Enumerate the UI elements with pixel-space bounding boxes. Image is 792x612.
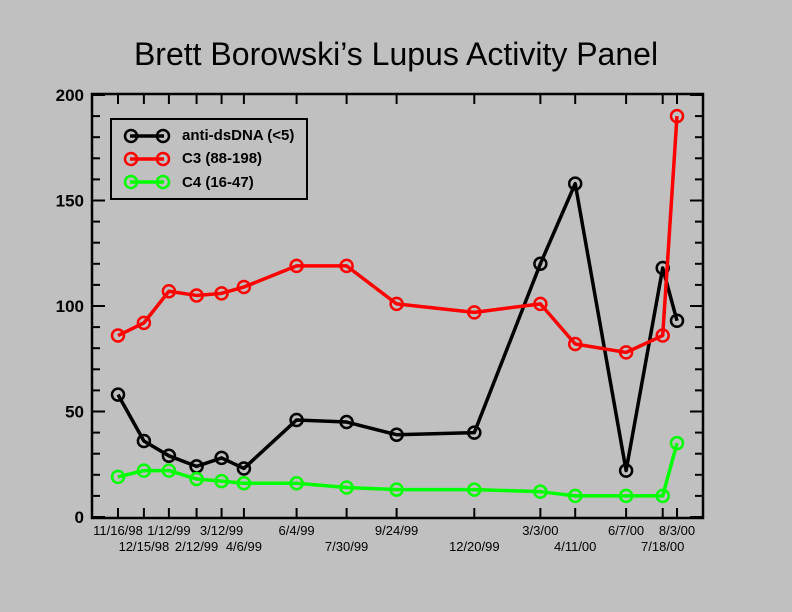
legend-label: anti-dsDNA (<5)	[182, 127, 295, 145]
data-point-marker	[136, 433, 152, 449]
x-axis-label: 7/18/00	[641, 539, 684, 554]
x-axis-label: 7/30/99	[325, 539, 368, 554]
data-point-marker	[467, 425, 482, 440]
data-point-marker	[289, 475, 304, 491]
data-point-marker	[655, 328, 670, 343]
legend-item-c4: C4 (16-47)	[122, 171, 306, 193]
data-point-marker	[618, 345, 634, 360]
legend-marker-icon	[123, 151, 171, 167]
legend-box: anti-dsDNA (<5) C3 (88-198) C4 (16-47)	[110, 118, 308, 200]
x-axis-label: 12/15/98	[119, 539, 170, 554]
legend-label: C3 (88-198)	[182, 150, 263, 168]
legend-label: C4 (16-47)	[182, 173, 254, 191]
data-point-marker	[236, 279, 252, 295]
x-axis-label: 4/11/00	[554, 539, 596, 554]
chart-title: Brett Borowski’s Lupus Activity Panel	[133, 36, 659, 72]
x-axis-label: 4/6/99	[226, 539, 262, 554]
data-point-marker	[214, 473, 229, 489]
legend-marker-shape	[155, 151, 171, 167]
x-axis-label: 12/20/99	[449, 539, 500, 554]
data-point-marker	[289, 258, 304, 274]
series-line-anti-dsdna	[116, 181, 679, 473]
data-point-marker	[669, 435, 685, 451]
data-point-marker	[467, 305, 482, 320]
data-point-marker	[567, 336, 583, 352]
data-point-marker	[289, 412, 304, 428]
data-point-marker	[189, 288, 204, 303]
data-point-marker	[533, 484, 548, 499]
data-point-marker	[669, 108, 685, 124]
legend-marker-shape	[123, 175, 139, 190]
data-point-marker	[567, 176, 583, 191]
legend-marker-icon	[123, 175, 171, 190]
x-axis-label: 3/12/99	[200, 523, 243, 538]
data-point-marker	[136, 315, 152, 331]
legend-marker-shape	[123, 128, 139, 143]
data-point-marker	[339, 258, 354, 274]
legend-marker-icon	[123, 128, 171, 143]
series-line-c3	[117, 115, 679, 355]
legend-item-anti-dsdna: anti-dsDNA (<5)	[122, 125, 306, 147]
data-point-marker	[618, 488, 634, 504]
data-point-marker	[389, 482, 404, 497]
y-axis-label: 0	[75, 508, 84, 527]
series-line-c4	[117, 442, 679, 498]
data-point-marker	[618, 463, 634, 478]
data-point-marker	[339, 480, 354, 495]
y-axis-label: 200	[56, 86, 84, 105]
data-point-marker	[533, 256, 548, 272]
data-point-marker	[161, 283, 177, 299]
data-point-marker	[214, 450, 229, 466]
x-axis-label: 11/16/98	[93, 523, 143, 538]
data-point-marker	[389, 427, 404, 442]
data-point-marker	[136, 463, 152, 478]
data-point-marker	[389, 296, 404, 312]
x-axis-label: 6/7/00	[608, 523, 644, 538]
y-axis-label: 150	[56, 192, 84, 211]
x-axis-label: 6/4/99	[279, 523, 315, 538]
x-axis-label: 9/24/99	[375, 523, 418, 538]
x-axis-label: 8/3/00	[659, 523, 695, 538]
y-axis-label: 100	[56, 297, 84, 316]
data-point-marker	[236, 461, 252, 476]
x-axis-label: 2/12/99	[175, 539, 218, 554]
x-axis-label: 1/12/99	[147, 523, 190, 538]
data-point-marker	[236, 475, 252, 491]
y-axis-label: 50	[65, 403, 84, 422]
data-point-marker	[669, 313, 685, 329]
data-point-marker	[110, 387, 126, 402]
data-point-marker	[161, 463, 177, 478]
data-point-marker	[110, 328, 126, 343]
data-point-marker	[467, 482, 482, 497]
legend-marker-shape	[155, 128, 171, 143]
legend-marker-shape	[155, 175, 171, 190]
x-axis-label: 3/3/00	[522, 523, 558, 538]
data-point-marker	[189, 471, 204, 487]
legend-item-c3: C3 (88-198)	[122, 148, 306, 170]
data-point-marker	[214, 286, 229, 301]
data-point-marker	[533, 296, 548, 312]
data-point-marker	[655, 488, 670, 504]
data-point-marker	[339, 414, 354, 430]
data-point-marker	[110, 469, 126, 485]
legend-marker-shape	[123, 151, 139, 167]
data-point-marker	[161, 448, 177, 464]
data-point-marker	[567, 488, 583, 504]
